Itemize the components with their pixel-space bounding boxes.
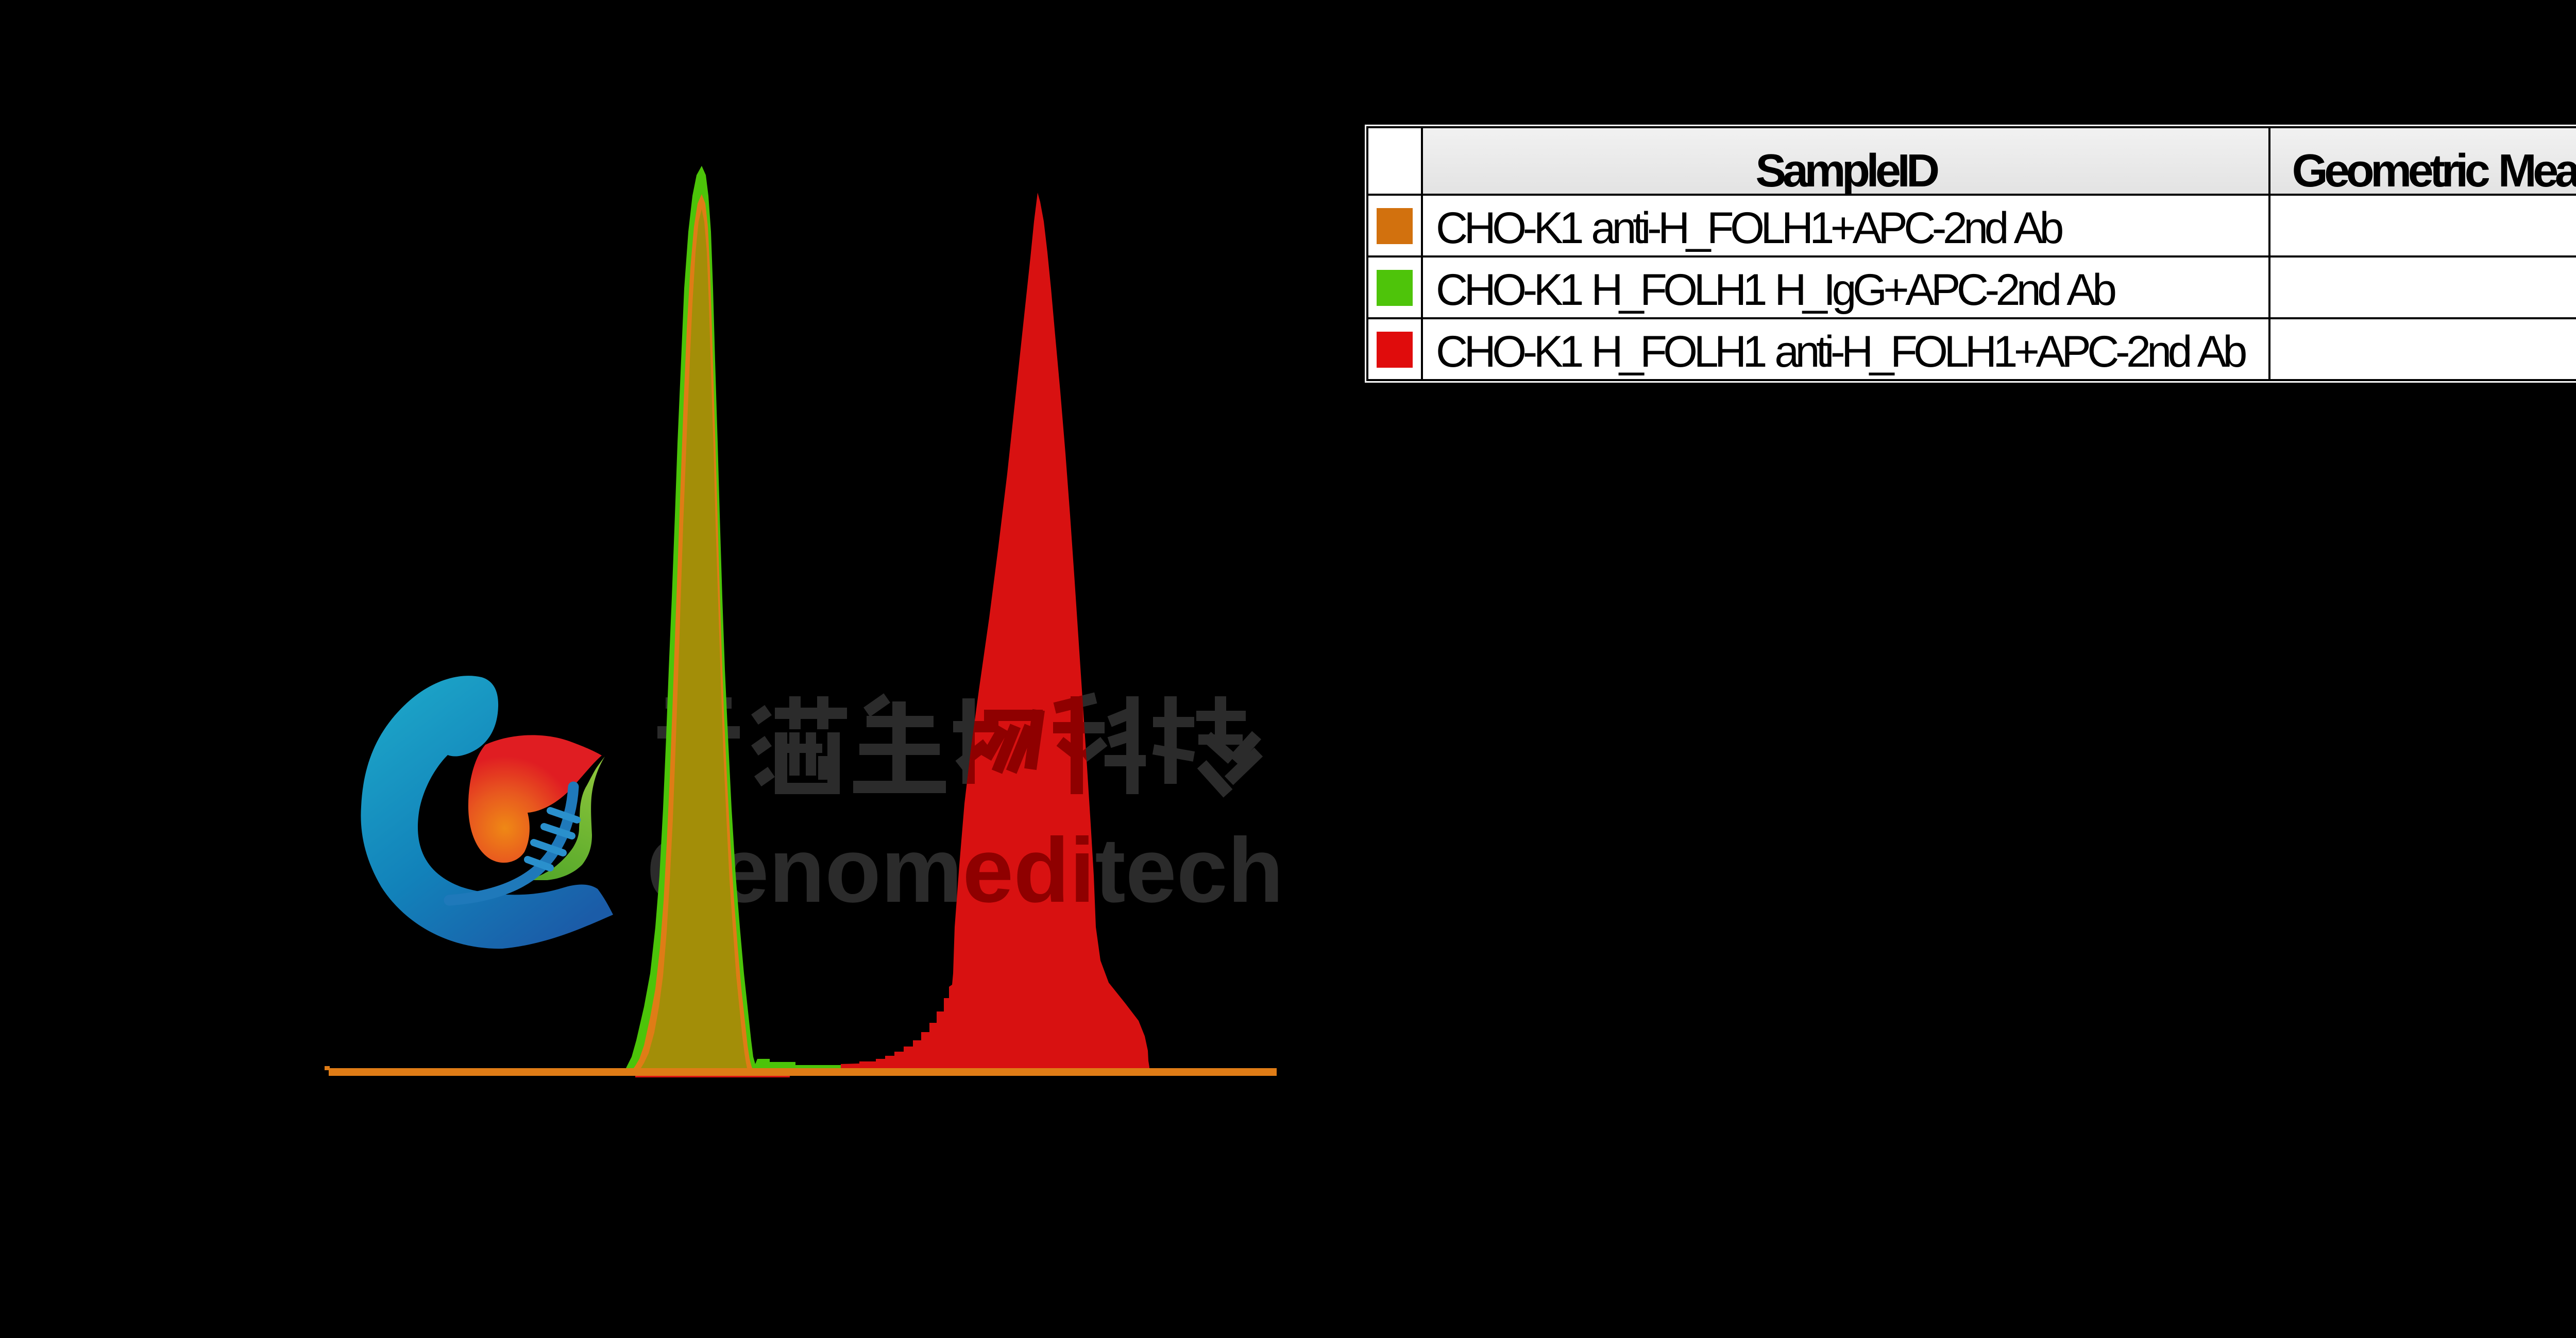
- svg-text:Genomeditech: Genomeditech: [647, 819, 1283, 921]
